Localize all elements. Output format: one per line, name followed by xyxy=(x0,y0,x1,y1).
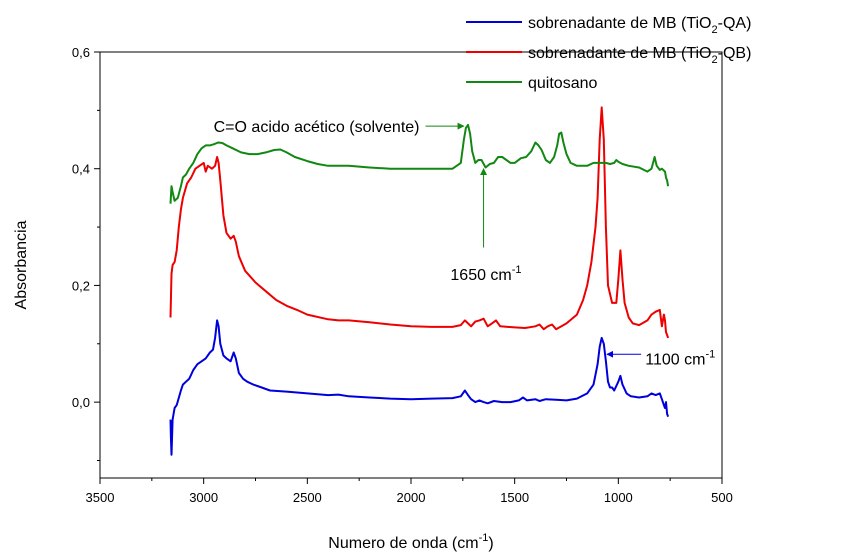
y-axis: 0,0 0,2 0,4 0,6 xyxy=(72,45,100,460)
annotation-1100-label: 1100 cm-1 xyxy=(645,348,715,368)
legend: sobrenadante de MB (TiO2-QA) sobrenadante… xyxy=(466,15,751,92)
y-tick-label: 0,4 xyxy=(72,162,90,177)
annotation-co-label: C=O acido acético (solvente) xyxy=(214,119,420,136)
x-tick-label: 500 xyxy=(711,490,733,505)
legend-label-1: sobrenadante de MB (TiO2-QA) xyxy=(528,15,751,36)
legend-label-3: quitosano xyxy=(528,75,597,92)
annotation-1650-label: 1650 cm-1 xyxy=(450,264,521,284)
x-tick-label: 2500 xyxy=(293,490,322,505)
annotations: C=O acido acético (solvente) 1650 cm-1 110… xyxy=(214,119,716,368)
plot-frame xyxy=(100,52,722,478)
x-tick-label: 1500 xyxy=(500,490,529,505)
y-tick-label: 0,6 xyxy=(72,45,90,60)
x-tick-label: 1000 xyxy=(604,490,633,505)
legend-label-2: sobrenadante de MB (TiO2-QB) xyxy=(528,45,751,66)
x-axis: 3500 3000 2500 2000 1500 1000 500 xyxy=(86,478,733,505)
x-tick-label: 3000 xyxy=(189,490,218,505)
x-tick-label: 2000 xyxy=(397,490,426,505)
y-tick-label: 0,0 xyxy=(72,395,90,410)
x-axis-title: Numero de onda (cm-1) xyxy=(328,532,493,552)
series-line-2 xyxy=(171,107,669,338)
series-layer xyxy=(171,107,669,454)
series-line-1 xyxy=(171,320,669,454)
series-line-3 xyxy=(171,125,669,204)
y-tick-label: 0,2 xyxy=(72,278,90,293)
y-axis-title: Absorbancia xyxy=(13,220,30,309)
x-tick-label: 3500 xyxy=(86,490,115,505)
